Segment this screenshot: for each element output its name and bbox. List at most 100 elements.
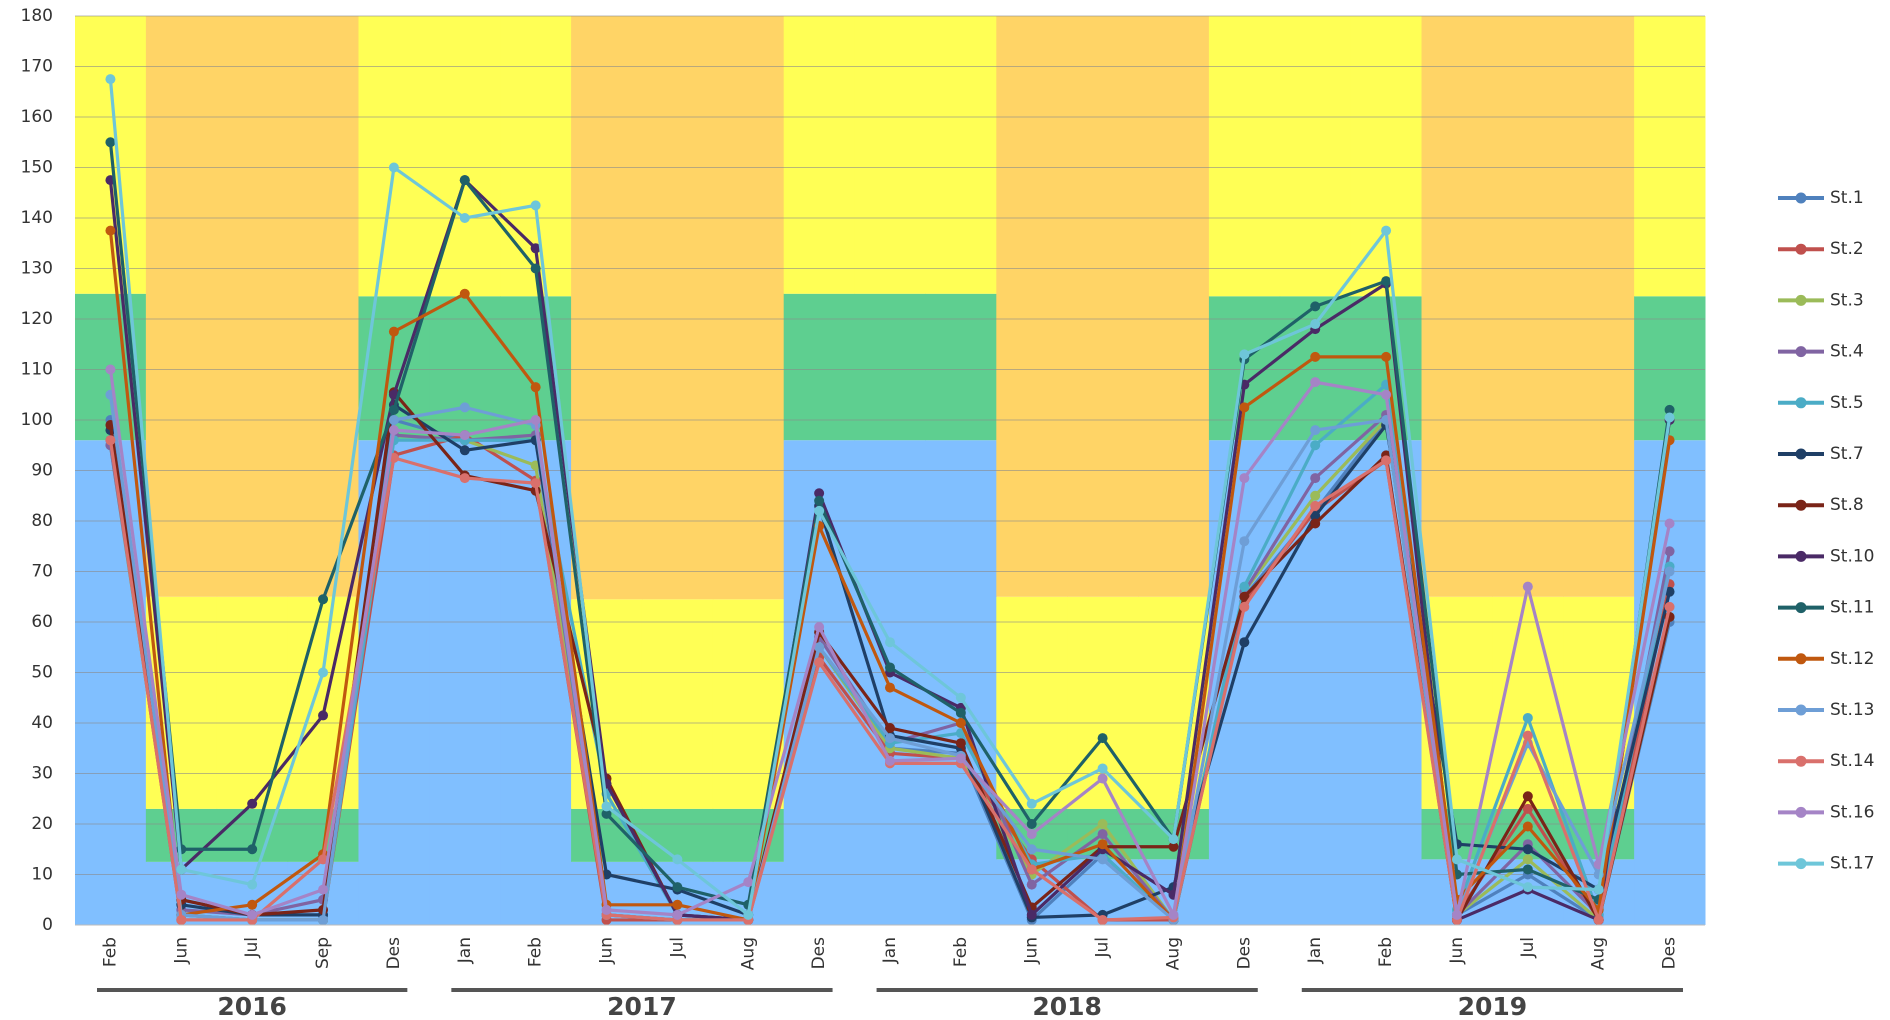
zone [1350,16,1423,297]
y-tick-label: 80 [31,511,53,531]
zone [996,596,1068,809]
data-point [1522,581,1533,592]
data-point [1664,404,1675,415]
data-point [814,642,825,653]
legend-dot [1795,858,1807,870]
data-point [1026,909,1037,920]
zone [571,16,643,600]
data-point [1239,637,1250,648]
zone [712,16,785,600]
data-point [601,904,612,915]
data-point [1239,601,1250,612]
data-point [1522,854,1533,865]
data-point [885,662,895,673]
legend-label: St.2 [1830,239,1864,259]
data-point [388,425,399,436]
zone [145,16,218,597]
data-point [1310,351,1321,362]
data-point [1026,879,1037,890]
legend: St.1 St.2 St.3 St.4 St.5 St.7 St.8 St.10 St.11 St… [1778,188,1875,874]
x-tick-label: Des [1660,937,1680,970]
x-tick-label: Jun [171,937,191,965]
zone [854,16,926,294]
zone [1208,16,1281,297]
data-point [601,801,612,812]
y-tick-label: 90 [31,461,53,481]
x-tick-label: Des [1234,937,1254,970]
group-label: 2018 [1032,992,1102,1020]
data-point [388,162,399,173]
data-point [1097,854,1108,865]
zone [429,296,501,441]
data-point [1026,829,1037,840]
legend-dot [1795,397,1807,409]
zone [1421,16,1493,597]
x-tick-label: Jul [1518,937,1538,959]
legend-label: St.7 [1830,444,1864,464]
x-tick-label: Jun [1447,937,1467,965]
zone [854,293,926,441]
data-point [1168,909,1179,920]
x-tick-label: Feb [951,937,971,967]
data-point [105,364,116,375]
legend-dot [1795,602,1807,614]
data-point [955,707,966,718]
data-point [388,404,399,415]
data-point [1664,546,1675,557]
x-tick-label: Jun [597,937,617,965]
data-point [105,225,116,236]
x-tick-label: Feb [526,937,546,967]
data-point [1097,819,1108,829]
data-point [247,899,258,910]
data-point [247,909,258,920]
x-tick-label: Feb [1376,937,1396,967]
x-tick-label: Jan [1305,937,1325,964]
data-point [955,753,966,764]
legend-label: St.16 [1830,802,1875,822]
zone [1563,16,1635,597]
data-point [247,879,258,890]
legend-dot [1795,346,1807,358]
zone [287,16,359,597]
data-point [1310,377,1321,388]
zone [783,293,856,441]
data-point [530,415,541,425]
zone [287,596,359,809]
data-point [105,137,116,148]
data-point [743,877,754,888]
x-tick-label: Jul [1093,937,1113,959]
data-point [459,430,470,441]
data-point [459,213,470,223]
data-point [459,175,470,186]
data-point [530,478,541,489]
data-point [459,288,470,299]
legend-label: St.1 [1830,188,1864,208]
data-point [1239,591,1250,602]
x-tick-label: Feb [100,937,120,967]
x-tick-label: Des [384,937,404,970]
x-tick-label: Jun [1022,937,1042,965]
data-point [459,445,470,456]
y-tick-label: 100 [21,410,53,430]
x-tick-label: Sep [313,937,333,969]
lines [105,74,1675,925]
data-point [1168,841,1179,852]
y-tick-label: 20 [31,814,53,834]
data-point [1026,844,1037,855]
x-tick-label: Des [809,937,829,970]
data-point [1239,581,1250,592]
y-tick-label: 140 [21,208,53,228]
data-point [1381,389,1392,400]
data-point [1026,864,1037,875]
data-point [1664,412,1675,423]
data-point [1239,349,1250,360]
legend-label: St.4 [1830,342,1864,362]
data-point [1522,882,1533,893]
legend-dot [1795,448,1807,460]
data-point [1522,791,1533,802]
group-label: 2019 [1458,992,1528,1020]
legend-dot [1795,550,1807,562]
legend-label: St.12 [1830,649,1875,669]
y-tick-label: 50 [31,663,53,683]
zone [925,440,997,925]
